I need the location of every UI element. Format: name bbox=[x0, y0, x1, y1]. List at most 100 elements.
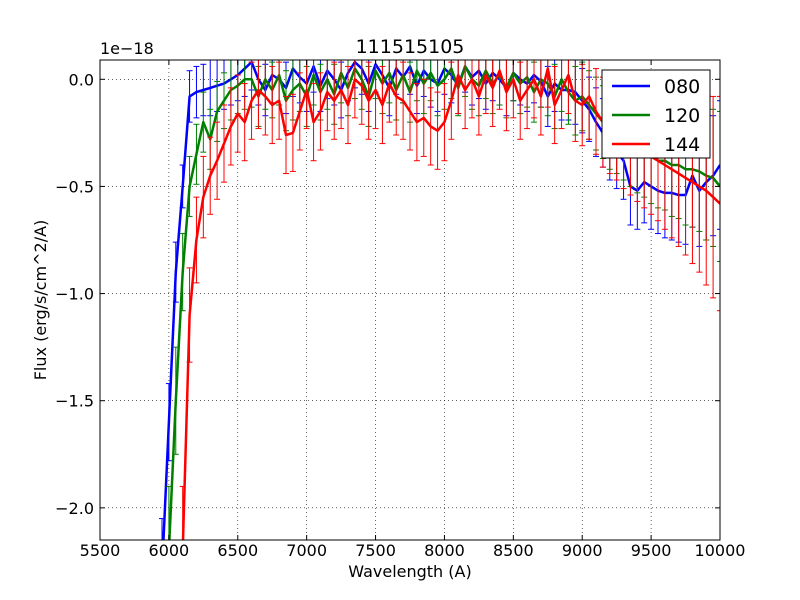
data-point bbox=[195, 91, 198, 93]
data-point bbox=[664, 164, 666, 166]
data-point bbox=[347, 104, 349, 106]
data-point bbox=[705, 189, 708, 192]
data-point bbox=[478, 95, 480, 98]
x-tick-label: 9500 bbox=[631, 541, 672, 560]
legend: 080 120 144 bbox=[601, 69, 711, 159]
data-point bbox=[285, 134, 287, 136]
data-point bbox=[209, 87, 212, 89]
data-point bbox=[181, 185, 184, 188]
data-point bbox=[298, 110, 301, 113]
data-point bbox=[429, 72, 432, 74]
x-tick-label: 6500 bbox=[217, 541, 258, 560]
data-point bbox=[498, 69, 501, 72]
data-point bbox=[278, 99, 280, 102]
x-tick-label: 6000 bbox=[149, 541, 190, 560]
data-point bbox=[670, 168, 673, 171]
data-point bbox=[416, 69, 418, 72]
data-point bbox=[223, 142, 225, 145]
data-point bbox=[402, 99, 404, 102]
data-point bbox=[416, 121, 418, 123]
data-point bbox=[546, 67, 549, 70]
data-point bbox=[691, 181, 694, 183]
x-axis-label: Wavelength (A) bbox=[348, 562, 471, 581]
data-point bbox=[305, 89, 308, 91]
data-point bbox=[367, 99, 370, 102]
legend-label-080: 080 bbox=[664, 76, 700, 98]
x-tick-label: 8500 bbox=[493, 541, 534, 560]
data-point bbox=[677, 172, 680, 175]
legend-label-120: 120 bbox=[664, 105, 700, 127]
data-point bbox=[195, 153, 198, 156]
data-point bbox=[429, 125, 432, 128]
data-point bbox=[512, 78, 515, 81]
data-point bbox=[436, 129, 439, 132]
data-point bbox=[657, 159, 659, 162]
y-tick-label: −0.5 bbox=[55, 177, 94, 196]
data-point bbox=[168, 421, 170, 423]
data-point bbox=[174, 399, 177, 402]
data-point bbox=[684, 177, 687, 179]
data-point bbox=[243, 121, 246, 123]
data-point bbox=[505, 91, 508, 93]
data-point bbox=[257, 89, 260, 91]
data-point bbox=[223, 99, 225, 102]
axis-ticks: 5500 6000 6500 7000 7500 8000 8500 9000 9500 1000… bbox=[55, 60, 745, 560]
data-point bbox=[216, 159, 218, 162]
data-point bbox=[553, 104, 556, 106]
data-point bbox=[491, 87, 494, 89]
y-tick-label: −1.5 bbox=[55, 392, 94, 411]
data-point bbox=[374, 89, 377, 91]
data-point bbox=[581, 104, 584, 106]
data-point bbox=[340, 89, 342, 91]
y-offset-label: 1e−18 bbox=[100, 39, 154, 58]
data-point bbox=[409, 110, 411, 113]
data-point bbox=[436, 84, 439, 87]
legend-label-144: 144 bbox=[664, 134, 700, 156]
data-point bbox=[243, 78, 246, 81]
data-point bbox=[312, 74, 315, 76]
data-point bbox=[333, 99, 336, 102]
x-tick-label: 9000 bbox=[562, 541, 603, 560]
data-point bbox=[533, 78, 535, 81]
y-tick-label: 0.0 bbox=[69, 70, 94, 89]
data-point bbox=[230, 125, 232, 128]
data-point bbox=[567, 74, 570, 76]
data-point bbox=[319, 110, 322, 113]
data-point bbox=[202, 121, 205, 123]
data-point bbox=[326, 91, 329, 93]
data-point bbox=[484, 74, 487, 76]
data-point bbox=[264, 95, 267, 98]
data-point bbox=[209, 174, 212, 177]
data-point bbox=[443, 121, 446, 123]
data-point bbox=[202, 89, 205, 91]
data-point bbox=[188, 185, 191, 188]
x-tick-label: 7500 bbox=[355, 541, 396, 560]
data-point bbox=[292, 132, 294, 134]
y-tick-label: −2.0 bbox=[55, 499, 94, 518]
x-tick-label: 5500 bbox=[80, 541, 121, 560]
x-tick-label: 8000 bbox=[424, 541, 465, 560]
data-point bbox=[250, 99, 253, 102]
data-point bbox=[292, 89, 294, 91]
data-point bbox=[443, 78, 446, 81]
data-point bbox=[388, 82, 391, 85]
data-point bbox=[188, 314, 191, 316]
data-point bbox=[457, 74, 460, 76]
x-tick-label: 10000 bbox=[695, 541, 746, 560]
chart-title: 111515105 bbox=[356, 36, 465, 58]
data-point bbox=[354, 78, 356, 81]
data-point bbox=[202, 196, 205, 198]
data-point bbox=[519, 99, 522, 102]
data-point bbox=[181, 271, 184, 273]
plot-frame bbox=[99, 59, 721, 541]
y-axis-label: Flux (erg/s/cm^2/A) bbox=[31, 220, 50, 381]
data-point bbox=[395, 95, 398, 98]
data-point bbox=[312, 121, 315, 123]
data-point bbox=[540, 95, 542, 98]
data-point bbox=[188, 95, 191, 98]
data-point bbox=[174, 271, 177, 273]
data-point bbox=[560, 89, 563, 91]
series-line-080 bbox=[162, 60, 720, 540]
data-point bbox=[195, 239, 198, 241]
